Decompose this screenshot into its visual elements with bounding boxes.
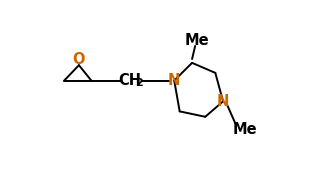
- Text: 2: 2: [135, 78, 142, 88]
- Text: Me: Me: [232, 122, 257, 137]
- Text: N: N: [217, 94, 229, 109]
- Text: O: O: [73, 52, 85, 67]
- Text: Me: Me: [184, 33, 209, 48]
- Text: CH: CH: [119, 73, 142, 88]
- Text: N: N: [168, 73, 180, 88]
